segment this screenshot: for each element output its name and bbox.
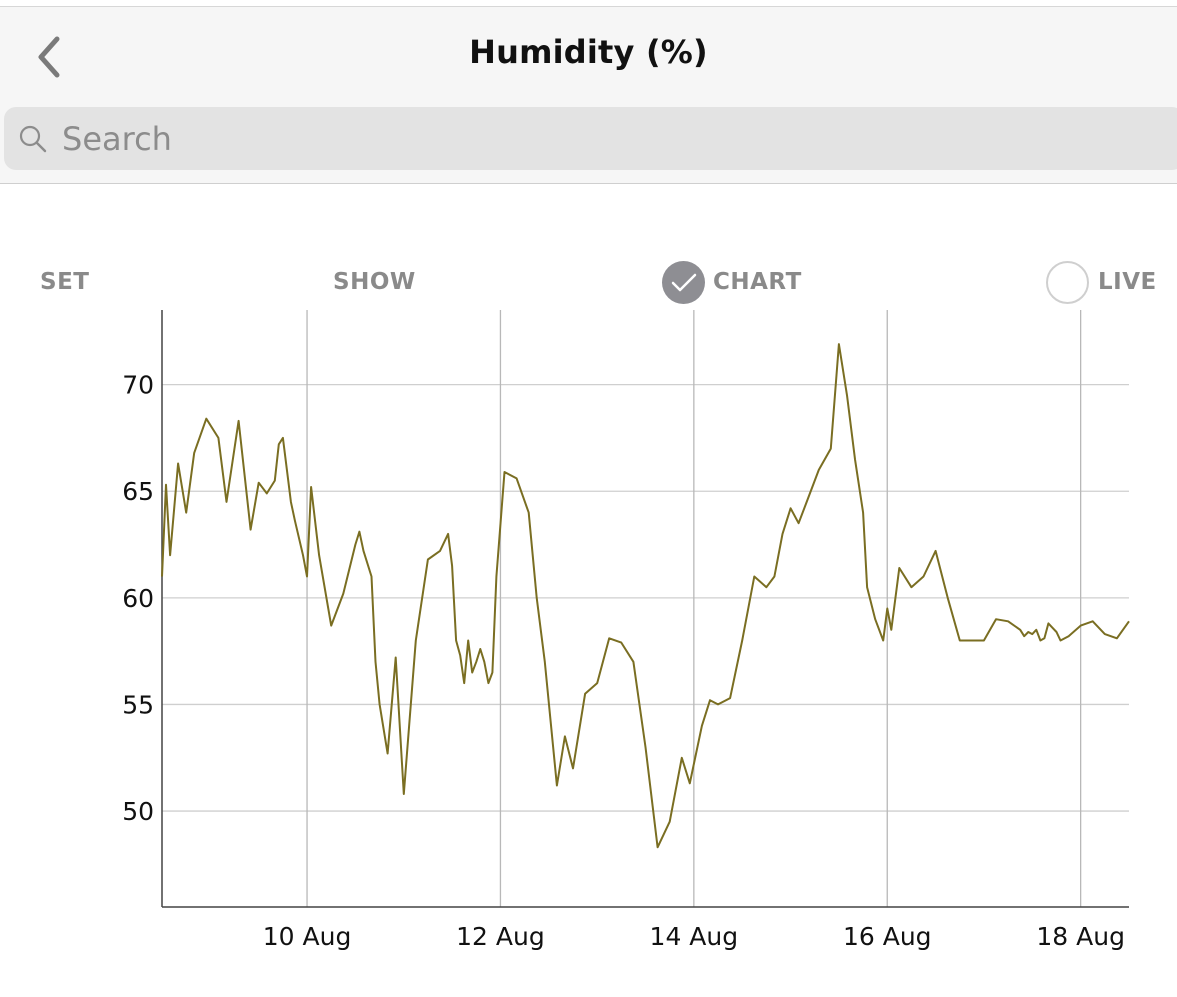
x-tick-label: 14 Aug (650, 922, 739, 951)
chart-toggle[interactable] (662, 261, 705, 304)
search-bar[interactable] (4, 107, 1177, 170)
search-input[interactable] (60, 115, 964, 163)
humidity-series-line (161, 343, 1130, 849)
chart-toggle-label[interactable]: CHART (713, 269, 802, 295)
y-tick-label: 55 (122, 690, 154, 719)
chart-toolbar: SET SHOW CHART LIVE (0, 258, 1177, 308)
y-tick-label: 50 (122, 797, 154, 826)
x-tick-label: 18 Aug (1036, 922, 1125, 951)
x-tick-label: 10 Aug (263, 922, 352, 951)
y-tick-label: 60 (122, 584, 154, 613)
show-button[interactable]: SHOW (333, 269, 416, 295)
back-button[interactable] (26, 27, 70, 87)
set-button[interactable]: SET (40, 269, 90, 295)
top-divider (0, 6, 1177, 7)
checkmark-icon (671, 273, 697, 292)
x-tick-label: 12 Aug (456, 922, 545, 951)
y-tick-label: 65 (122, 477, 154, 506)
chevron-left-icon (38, 36, 60, 78)
chart-series (161, 343, 1130, 849)
live-toggle-label[interactable]: LIVE (1098, 269, 1157, 295)
search-icon (19, 125, 47, 153)
y-tick-label: 70 (122, 371, 154, 400)
x-tick-label: 16 Aug (843, 922, 932, 951)
chart-axes (161, 310, 1129, 908)
live-toggle[interactable] (1046, 261, 1089, 304)
page-title: Humidity (%) (469, 33, 708, 71)
y-axis-ticks: 50 55 60 65 70 (122, 371, 154, 826)
navigation-header: Humidity (%) (0, 7, 1177, 184)
humidity-line-chart: 50 55 60 65 70 10 Aug 12 Aug 14 Aug 16 Aug 18 Au… (122, 310, 1130, 951)
chart-grid (162, 310, 1129, 907)
x-axis-ticks: 10 Aug 12 Aug 14 Aug 16 Aug 18 Aug (263, 922, 1125, 951)
